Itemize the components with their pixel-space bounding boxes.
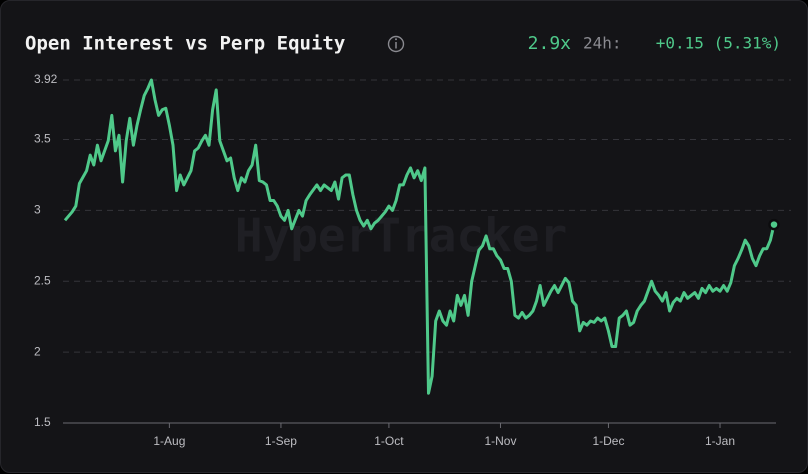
y-tick-label: 3 xyxy=(34,203,41,217)
last-point xyxy=(768,218,780,231)
x-tick-label: 1-Nov xyxy=(484,434,516,448)
x-tick-label: 1-Oct xyxy=(374,434,404,448)
series-line xyxy=(63,78,776,395)
change-value: +0.15 (5.31%) xyxy=(656,34,781,53)
x-tick-label: 1-Jan xyxy=(705,434,735,448)
x-tick-label: 1-Dec xyxy=(592,434,624,448)
chart-title: Open Interest vs Perp Equity xyxy=(25,33,345,55)
x-tick-label: 1-Aug xyxy=(153,434,185,448)
x-tick-label: 1-Sep xyxy=(265,434,297,448)
y-tick-label: 2.5 xyxy=(34,273,51,287)
y-tick-label: 2 xyxy=(34,344,41,358)
y-tick-label: 1.5 xyxy=(34,415,51,429)
y-tick-label: 3.5 xyxy=(34,132,51,146)
info-icon[interactable] xyxy=(387,35,405,53)
change-prefix: 24h: xyxy=(583,34,622,53)
y-tick-label: 3.92 xyxy=(34,72,58,86)
latest-value: 2.9x xyxy=(528,33,572,54)
